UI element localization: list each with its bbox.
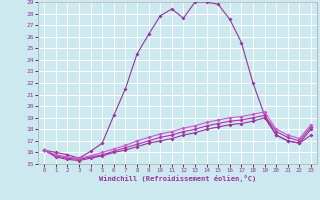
X-axis label: Windchill (Refroidissement éolien,°C): Windchill (Refroidissement éolien,°C)	[99, 175, 256, 182]
